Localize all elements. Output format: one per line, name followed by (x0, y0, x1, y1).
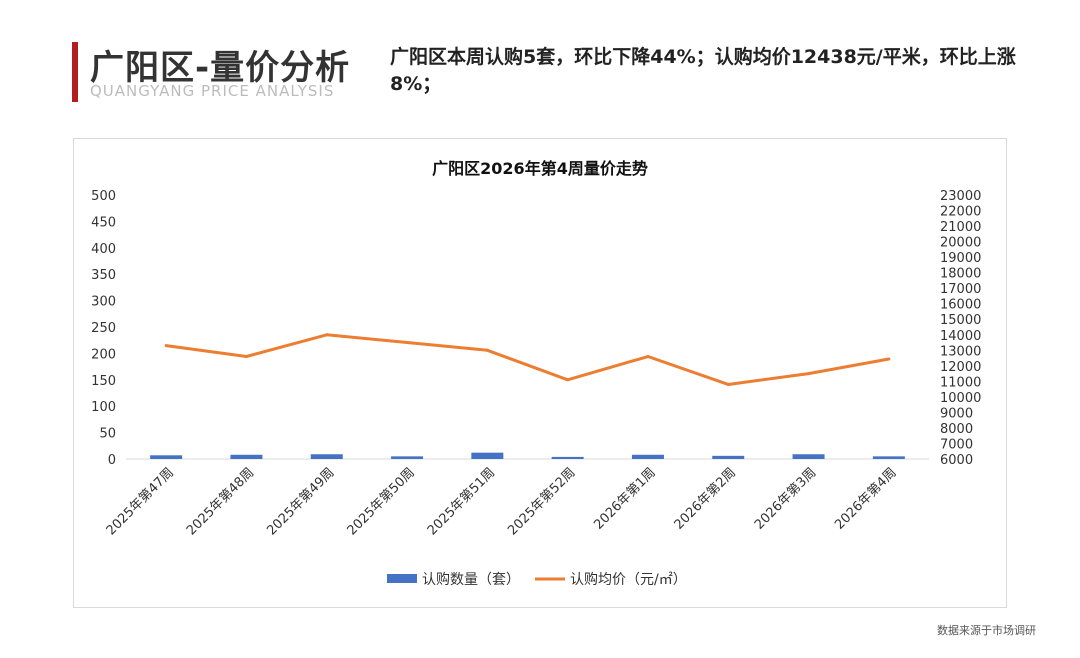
y-right-tick-label: 15000 (940, 313, 981, 328)
price-line-point (807, 372, 811, 376)
bar-mark (631, 454, 664, 459)
y-right-tick-label: 7000 (940, 437, 973, 452)
data-source-note: 数据来源于市场调研 (937, 624, 1036, 637)
bar-mark (471, 452, 504, 459)
summary-text: 广阳区本周认购5套，环比下降44%；认购均价12438元/平米，环比上涨8%； (390, 46, 1016, 95)
y-right-tick-label: 17000 (940, 282, 981, 297)
price-line-point (566, 378, 570, 382)
y-right-tick-label: 10000 (940, 391, 981, 406)
legend-line-label: 认购均价（元/㎡） (570, 572, 687, 588)
y-right-tick-label: 23000 (940, 189, 981, 204)
y-right-tick-label: 16000 (940, 298, 981, 313)
y-right-tick-label: 8000 (940, 422, 973, 437)
price-line-point (646, 355, 650, 359)
y-right-tick-label: 22000 (940, 205, 981, 220)
price-line-point (726, 382, 730, 386)
y-right-tick-label: 21000 (940, 220, 981, 235)
bar-mark (391, 456, 424, 459)
bar-mark (792, 454, 825, 459)
combo-chart: 0 50 100 150 200 250 300 350 400 450 500 6000700080… (91, 189, 981, 588)
title-accent-bar (72, 42, 78, 102)
y-right-tick-label: 18000 (940, 267, 981, 282)
legend-bar-swatch (387, 574, 417, 583)
y-right-tick-label: 6000 (940, 453, 973, 468)
y-left-tick-label: 0 (108, 453, 116, 468)
x-tick-label: 2026年第4周 (832, 465, 899, 532)
y-right-tick-label: 19000 (940, 251, 981, 266)
y-right-tick-label: 20000 (940, 236, 981, 251)
price-line-point (325, 333, 329, 337)
x-tick-label: 2026年第2周 (672, 465, 739, 532)
x-tick-label: 2026年第3周 (752, 465, 819, 532)
bar-mark (872, 456, 905, 459)
y-left-tick-label: 500 (91, 189, 116, 204)
y-right-tick-label: 14000 (940, 329, 981, 344)
y-left-tick-label: 200 (91, 347, 116, 362)
price-line-series (165, 333, 890, 386)
x-tick-label: 2025年第50周 (345, 465, 418, 538)
page-title: 广阳区-量价分析 (90, 48, 351, 88)
price-line-point (485, 348, 489, 352)
x-tick-label: 2025年第49周 (264, 465, 337, 538)
x-tick-label: 2025年第51周 (425, 465, 498, 538)
y-left-tick-label: 450 (91, 215, 116, 230)
y-left-tick-label: 350 (91, 268, 116, 283)
y-left-tick-label: 250 (91, 321, 116, 336)
y-left-tick-label: 50 (99, 427, 116, 442)
y-right-tick-label: 13000 (940, 344, 981, 359)
page-subtitle: QUANGYANG PRICE ANALYSIS (90, 82, 335, 100)
x-tick-label: 2025年第52周 (505, 465, 578, 538)
bar-mark (551, 456, 584, 459)
x-tick-label: 2025年第47周 (104, 465, 177, 538)
price-line-point (887, 357, 891, 361)
y-left-tick-label: 100 (91, 400, 116, 415)
price-line-point (405, 341, 409, 345)
y-left-tick-label: 150 (91, 374, 116, 389)
bar-mark (150, 455, 183, 459)
chart-title: 广阳区2026年第4周量价走势 (432, 159, 648, 178)
y-right-tick-label: 9000 (940, 406, 973, 421)
y-right-tick-label: 12000 (940, 360, 981, 375)
bar-mark (712, 455, 745, 459)
y-right-tick-label: 11000 (940, 375, 981, 390)
legend-bar-label: 认购数量（套） (422, 572, 520, 588)
price-line-point (164, 344, 168, 348)
y-left-tick-label: 400 (91, 242, 116, 257)
chart-container: 广阳区2026年第4周量价走势 0 50 100 150 200 250 300 350 400… (73, 138, 1007, 608)
bar-mark (230, 454, 263, 459)
bar-mark (310, 454, 343, 459)
x-tick-label: 2025年第48周 (184, 465, 257, 538)
x-tick-label: 2026年第1周 (591, 465, 658, 532)
y-left-tick-label: 300 (91, 295, 116, 310)
price-line-point (244, 355, 248, 359)
